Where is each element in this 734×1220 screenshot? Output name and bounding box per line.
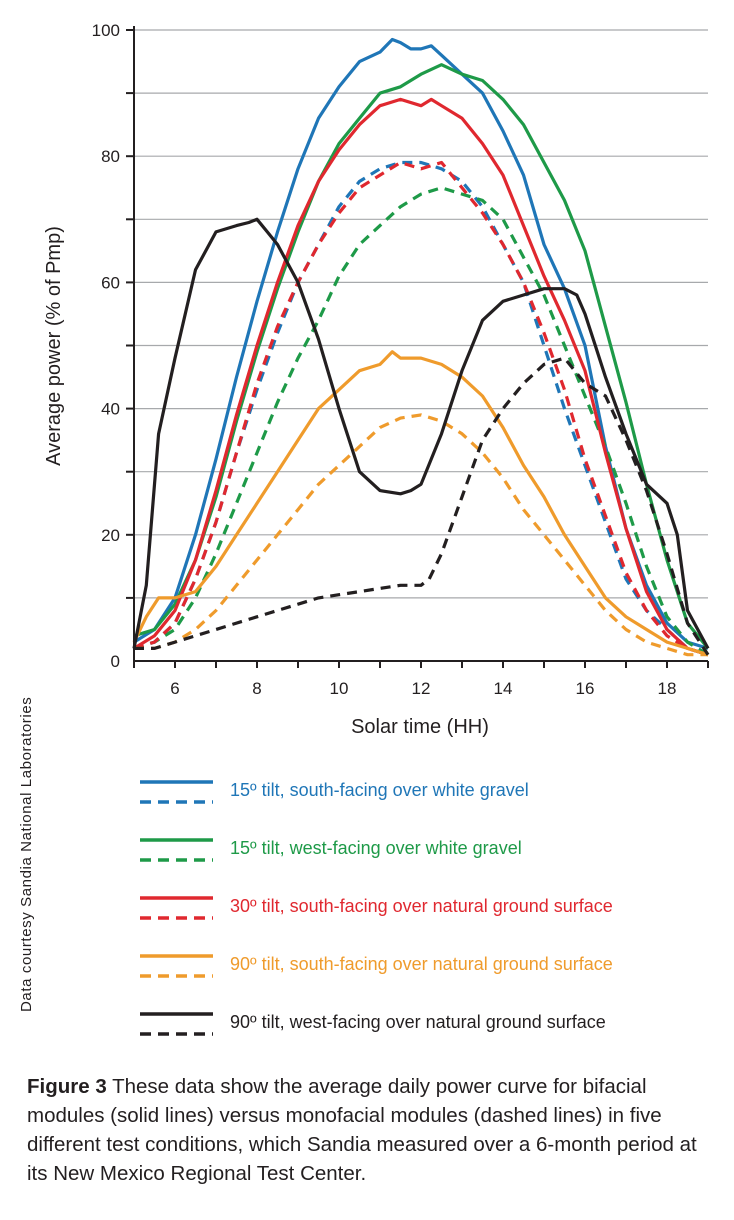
series-line-7-dashed <box>134 413 708 657</box>
x-axis-title: Solar time (HH) <box>351 716 489 738</box>
legend-swatch-90-west <box>140 1012 213 1036</box>
legend-label-90-west: 90º tilt, west-facing over natural groun… <box>230 1012 606 1032</box>
legend-swatch-15-west <box>140 838 213 862</box>
legend-label-15-south: 15º tilt, south-facing over white gravel <box>230 780 529 800</box>
y-axis-title: Average power (% of Pmp) <box>43 226 65 466</box>
series-line-0-solid <box>133 37 709 650</box>
series-line-3-dashed <box>133 186 709 657</box>
y-tick-label: 0 <box>111 652 120 671</box>
x-tick-label: 12 <box>412 679 431 698</box>
series-line-2-solid <box>133 63 710 650</box>
series-line-4-solid <box>133 97 709 657</box>
legend-label-30-south: 30º tilt, south-facing over natural grou… <box>230 896 613 916</box>
x-tick-label: 16 <box>576 679 595 698</box>
legend-swatch-15-south <box>140 780 213 804</box>
x-tick-label: 6 <box>170 679 179 698</box>
x-tick-label: 18 <box>658 679 677 698</box>
y-tick-label: 100 <box>92 21 120 40</box>
y-tick-label: 20 <box>101 526 120 545</box>
legend-label-90-south: 90º tilt, south-facing over natural grou… <box>230 954 613 974</box>
series-line-9-dashed <box>134 356 710 656</box>
x-tick-label: 14 <box>494 679 513 698</box>
legend-label-15-west: 15º tilt, west-facing over white gravel <box>230 838 522 858</box>
x-tick-label: 10 <box>330 679 349 698</box>
series-line-8-solid <box>132 217 710 650</box>
axes: 0 20 40 60 80 100 6 8 10 12 14 16 18 <box>92 21 709 698</box>
caption-label: Figure 3 <box>27 1075 107 1098</box>
y-tick-label: 60 <box>101 273 120 292</box>
series-line-6-solid <box>132 350 709 657</box>
x-tick-label: 8 <box>252 679 261 698</box>
legend-swatch-30-south <box>140 896 213 920</box>
figure-caption: Figure 3 These data show the average dai… <box>27 1072 717 1188</box>
caption-text: These data show the average daily power … <box>27 1075 697 1185</box>
data-credit: Data courtesy Sandia National Laboratori… <box>18 696 35 1012</box>
y-tick-label: 40 <box>101 400 120 419</box>
chart-plot: 0 20 40 60 80 100 6 8 10 12 14 16 18 Solar time (HH)… <box>43 21 710 738</box>
series-lines <box>132 37 710 657</box>
legend-swatch-90-south <box>140 954 213 978</box>
series-line-5-dashed <box>133 160 709 657</box>
y-tick-label: 80 <box>101 147 120 166</box>
